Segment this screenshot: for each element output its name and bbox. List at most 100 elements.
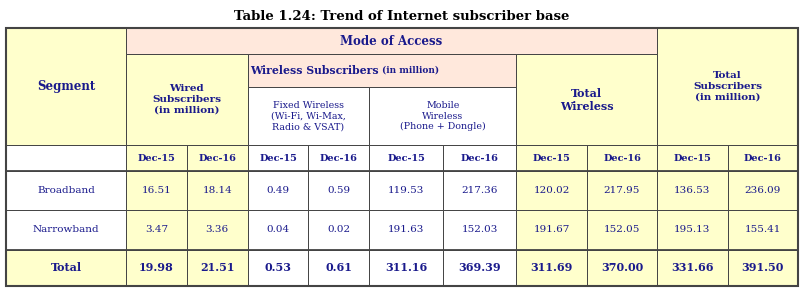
Bar [586,250,656,286]
Text: 369.39: 369.39 [458,262,500,273]
Text: 331.66: 331.66 [671,262,713,273]
Bar [516,54,656,145]
Text: 391.50: 391.50 [740,262,783,273]
Text: 0.04: 0.04 [266,226,289,234]
Bar [369,171,442,210]
Text: 0.53: 0.53 [264,262,291,273]
Text: 311.69: 311.69 [530,262,572,273]
Bar [516,145,586,171]
Bar [186,145,247,171]
Bar [247,87,369,145]
Bar [186,171,247,210]
Text: Dec-15: Dec-15 [137,154,175,163]
Bar [308,171,369,210]
Text: 21.51: 21.51 [200,262,234,273]
Text: 311.16: 311.16 [385,262,426,273]
Text: 0.49: 0.49 [266,186,289,195]
Text: 152.05: 152.05 [603,226,639,234]
Text: 16.51: 16.51 [141,186,171,195]
Bar [126,171,186,210]
Text: 236.09: 236.09 [744,186,780,195]
Bar [727,171,797,210]
Bar [6,210,126,250]
Text: 191.67: 191.67 [532,226,569,234]
Text: 3.47: 3.47 [145,226,168,234]
Text: Dec-16: Dec-16 [320,154,357,163]
Text: 155.41: 155.41 [744,226,780,234]
Text: Dec-16: Dec-16 [743,154,781,163]
Bar [442,210,516,250]
Text: 370.00: 370.00 [600,262,642,273]
Bar [186,210,247,250]
Bar [6,171,126,210]
Bar [516,210,586,250]
Text: Dec-15: Dec-15 [386,154,425,163]
Text: (in million): (in million) [381,66,438,75]
Bar [656,250,727,286]
Bar [369,210,442,250]
Bar [727,145,797,171]
Text: 217.95: 217.95 [603,186,639,195]
Text: 217.36: 217.36 [461,186,497,195]
Bar [369,250,442,286]
Bar [727,250,797,286]
Text: 152.03: 152.03 [461,226,497,234]
Bar [6,28,126,145]
Text: Total
Subscribers
(in million): Total Subscribers (in million) [692,71,761,102]
Bar [126,250,186,286]
Text: Total
Wireless: Total Wireless [560,88,613,112]
Text: 18.14: 18.14 [202,186,232,195]
Text: 136.53: 136.53 [674,186,710,195]
Bar [6,250,126,286]
Bar [186,250,247,286]
Bar [727,210,797,250]
Bar [442,145,516,171]
Bar [656,28,797,145]
Text: Wireless Subscribers: Wireless Subscribers [249,65,381,76]
Bar [126,210,186,250]
Text: Dec-15: Dec-15 [532,154,570,163]
Bar [369,87,516,145]
Text: Dec-15: Dec-15 [259,154,296,163]
Text: Mobile
Wireless
(Phone + Dongle): Mobile Wireless (Phone + Dongle) [399,101,485,132]
Bar [656,145,727,171]
Text: 0.59: 0.59 [327,186,350,195]
Bar [247,171,308,210]
Text: Dec-15: Dec-15 [673,154,711,163]
Bar [247,145,308,171]
Text: Mode of Access: Mode of Access [340,35,442,47]
Text: Narrowband: Narrowband [33,226,100,234]
Bar [308,250,369,286]
Bar [369,145,442,171]
Text: Wired
Subscribers
(in million): Wired Subscribers (in million) [152,84,221,115]
Bar [586,171,656,210]
Bar [656,171,727,210]
Bar [586,145,656,171]
Bar [308,145,369,171]
Bar [247,250,308,286]
Text: 19.98: 19.98 [139,262,173,273]
Text: 120.02: 120.02 [532,186,569,195]
Bar [308,210,369,250]
Text: Table 1.24: Trend of Internet subscriber base: Table 1.24: Trend of Internet subscriber… [234,10,569,23]
Bar [126,28,656,54]
Text: Dec-16: Dec-16 [198,154,236,163]
Bar [247,54,516,87]
Text: Segment: Segment [37,80,95,93]
Text: Total: Total [51,262,81,273]
Bar [442,250,516,286]
Bar [126,145,186,171]
Bar [586,210,656,250]
Bar [247,210,308,250]
Text: Fixed Wireless
(Wi-Fi, Wi-Max,
Radio & VSAT): Fixed Wireless (Wi-Fi, Wi-Max, Radio & V… [271,101,345,131]
Bar [126,54,247,145]
Text: 3.36: 3.36 [206,226,229,234]
Text: Broadband: Broadband [37,186,95,195]
Bar [442,171,516,210]
Text: 119.53: 119.53 [387,186,424,195]
Text: 0.02: 0.02 [327,226,350,234]
Text: 195.13: 195.13 [674,226,710,234]
Text: Dec-16: Dec-16 [602,154,640,163]
Text: 191.63: 191.63 [387,226,424,234]
Bar [516,250,586,286]
